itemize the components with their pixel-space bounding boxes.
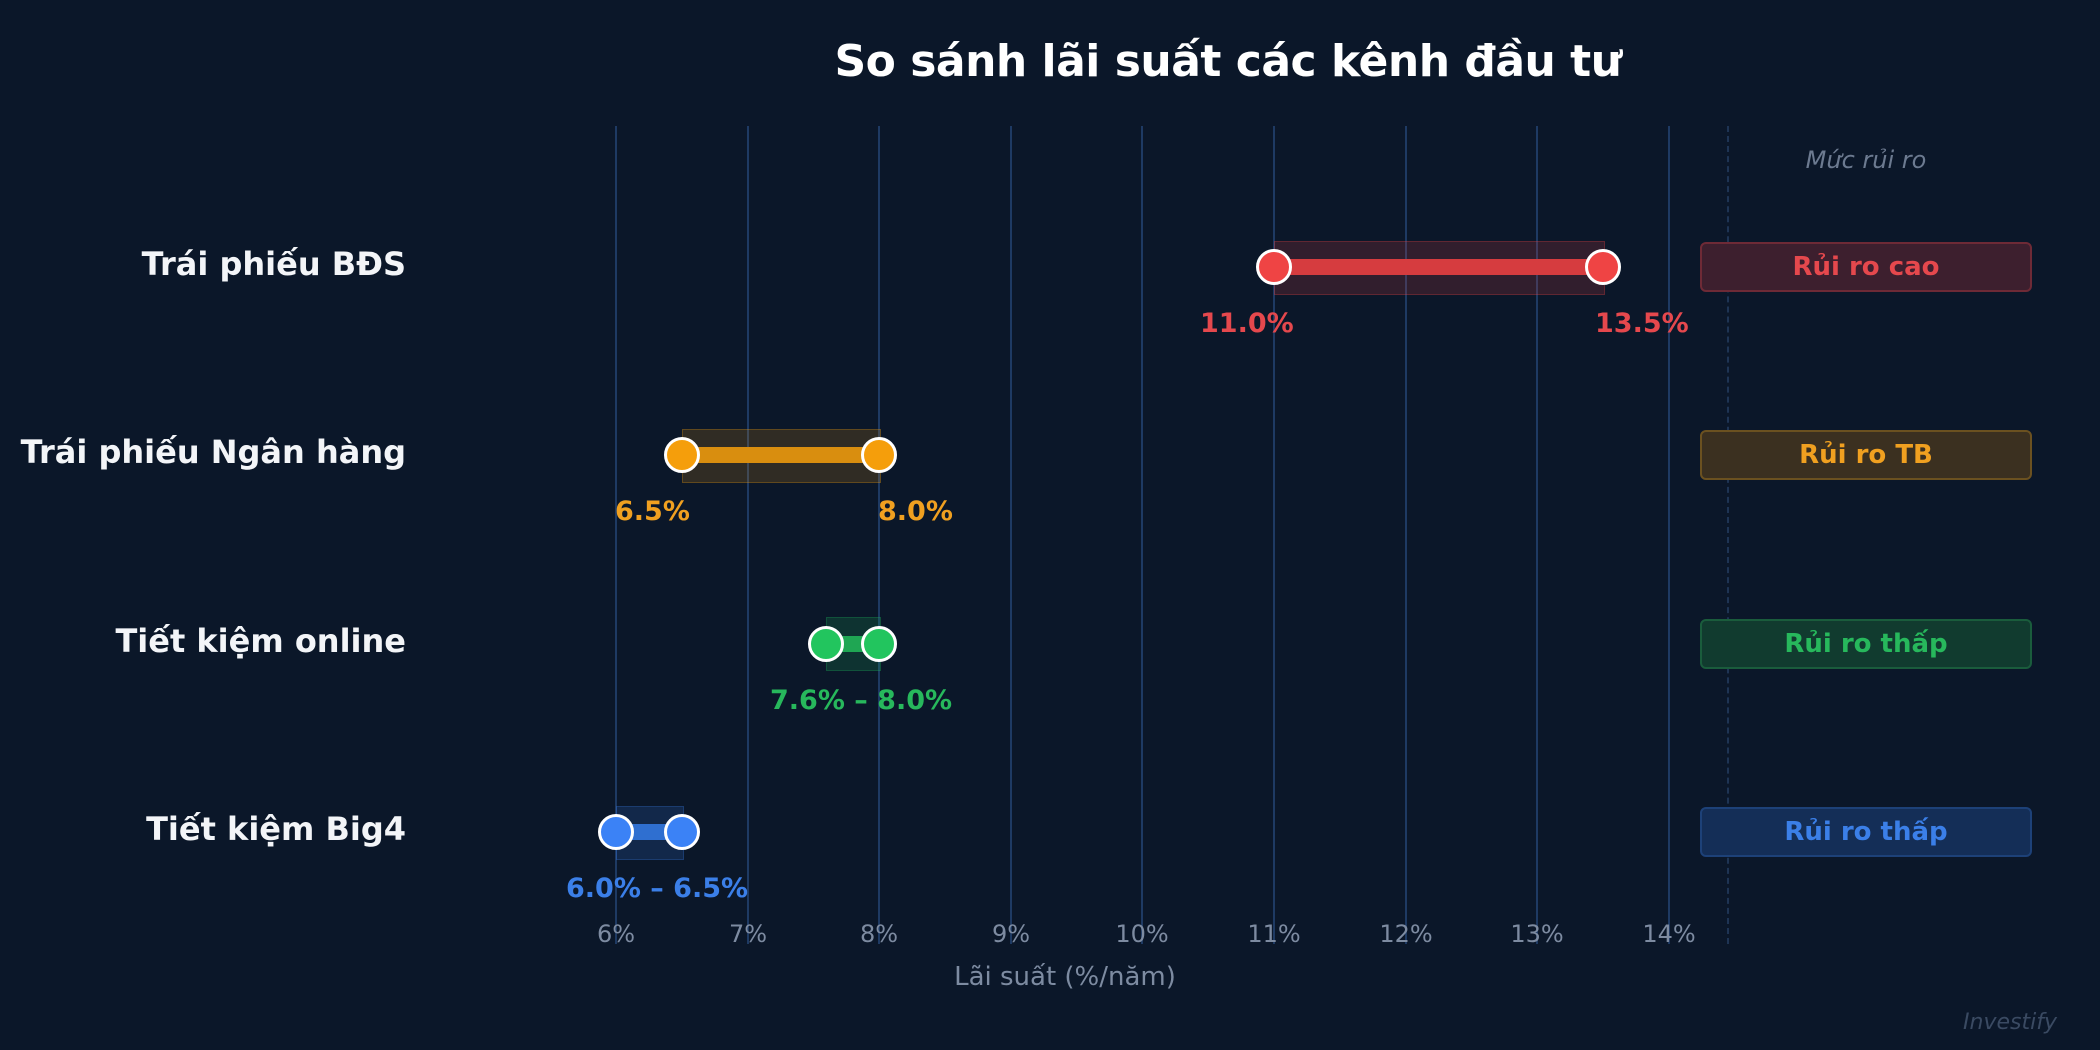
min-value-label: 6.5% [615,496,690,527]
row-label-bds-bond: Trái phiếu BĐS [141,245,406,283]
x-tick: 8% [859,920,899,948]
gridline-6 [615,126,617,944]
range-bar [1274,259,1603,275]
max-marker[interactable] [1585,249,1621,285]
gridline-14 [1668,126,1670,944]
x-tick: 13% [1510,920,1564,948]
gridline-8 [878,126,880,944]
risk-badge-medium: Rủi ro TB [1700,430,2032,480]
max-marker[interactable] [861,626,897,662]
min-marker[interactable] [664,437,700,473]
max-value-label: 13.5% [1595,308,1689,339]
min-marker[interactable] [1256,249,1292,285]
min-marker[interactable] [598,814,634,850]
brand-watermark: Investify [1963,1010,2057,1035]
range-value-label: 6.0% – 6.5% [566,873,749,904]
gridline-9 [1010,126,1012,944]
x-tick: 10% [1115,920,1169,948]
gridline-11 [1273,126,1275,944]
gridline-13 [1536,126,1538,944]
risk-badge-low: Rủi ro thấp [1700,807,2032,857]
gridline-10 [1141,126,1143,944]
max-marker[interactable] [664,814,700,850]
x-tick: 7% [728,920,768,948]
gridline-12 [1405,126,1407,944]
row-label-bank-bond: Trái phiếu Ngân hàng [20,433,406,471]
row-label-online-savings: Tiết kiệm online [115,622,406,660]
risk-divider [1727,126,1729,944]
x-tick: 9% [991,920,1031,948]
chart-title: So sánh lãi suất các kênh đầu tư [834,36,1622,87]
risk-badge-low: Rủi ro thấp [1700,619,2032,669]
min-value-label: 11.0% [1200,308,1294,339]
range-bar [682,447,879,463]
x-tick: 12% [1379,920,1433,948]
x-tick: 6% [596,920,636,948]
risk-badge-high: Rủi ro cao [1700,242,2032,292]
risk-column-header: Mức rủi ro [1805,146,1927,174]
row-label-big4-savings: Tiết kiệm Big4 [146,810,406,848]
min-marker[interactable] [808,626,844,662]
x-tick: 11% [1247,920,1301,948]
max-value-label: 8.0% [878,496,953,527]
x-axis-label: Lãi suất (%/năm) [954,962,1176,992]
max-marker[interactable] [861,437,897,473]
x-tick: 14% [1642,920,1696,948]
gridline-7 [747,126,749,944]
range-value-label: 7.6% – 8.0% [770,685,953,716]
